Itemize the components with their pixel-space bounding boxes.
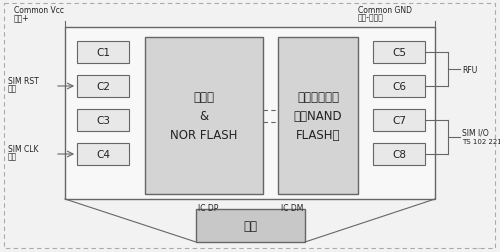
Bar — [77, 76, 129, 98]
Bar — [77, 110, 129, 132]
Bar — [196, 209, 305, 242]
Text: C7: C7 — [392, 115, 406, 125]
Text: 供电-，接地: 供电-，接地 — [358, 13, 384, 22]
Bar — [373, 143, 425, 165]
Text: SIM I/O: SIM I/O — [462, 128, 489, 137]
Bar — [373, 42, 425, 64]
Text: C2: C2 — [96, 82, 110, 92]
Text: C1: C1 — [96, 48, 110, 58]
Text: 大容量闪存芯
片（NAND
FLASH）: 大容量闪存芯 片（NAND FLASH） — [294, 91, 343, 141]
Text: Common GND: Common GND — [358, 6, 412, 14]
Text: 终端: 终端 — [244, 219, 258, 232]
Text: TS 102 221接口: TS 102 221接口 — [462, 138, 500, 145]
Text: 供电+: 供电+ — [14, 13, 30, 22]
Text: IC DM: IC DM — [280, 203, 303, 212]
Text: 卡系统
&
NOR FLASH: 卡系统 & NOR FLASH — [170, 91, 237, 141]
Text: 时钟: 时钟 — [8, 152, 17, 161]
Bar — [65, 28, 435, 199]
Bar — [145, 38, 263, 194]
Bar — [278, 38, 358, 194]
Text: RFU: RFU — [462, 65, 477, 74]
Text: SIM CLK: SIM CLK — [8, 144, 38, 153]
Text: SIM RST: SIM RST — [8, 76, 39, 85]
Text: ...: ... — [476, 241, 484, 250]
Text: C5: C5 — [392, 48, 406, 58]
Text: IC DP: IC DP — [198, 203, 218, 212]
Bar — [77, 143, 129, 165]
Text: Common Vcc: Common Vcc — [14, 6, 64, 14]
Bar — [373, 110, 425, 132]
Text: C3: C3 — [96, 115, 110, 125]
Text: C6: C6 — [392, 82, 406, 92]
Bar — [77, 42, 129, 64]
Bar — [373, 76, 425, 98]
Text: 重置: 重置 — [8, 84, 17, 93]
Text: C4: C4 — [96, 149, 110, 159]
Text: C8: C8 — [392, 149, 406, 159]
